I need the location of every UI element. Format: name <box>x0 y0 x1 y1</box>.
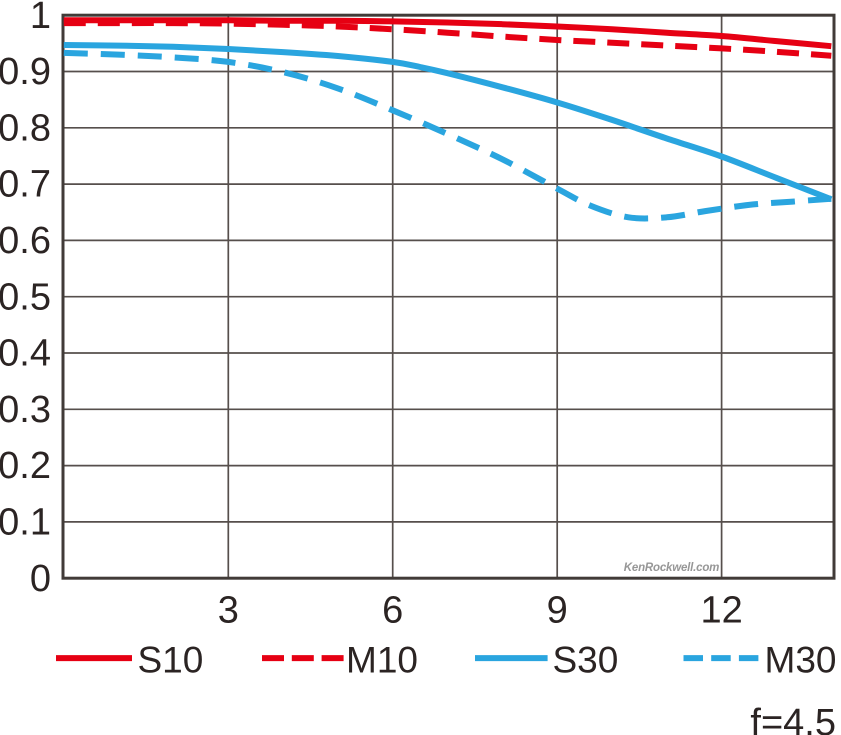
svg-text:M10: M10 <box>346 639 418 680</box>
svg-text:0.2: 0.2 <box>0 445 51 487</box>
svg-text:1: 1 <box>30 0 51 37</box>
svg-text:0: 0 <box>30 558 51 600</box>
svg-text:0.6: 0.6 <box>0 220 51 262</box>
svg-text:0.3: 0.3 <box>0 389 51 431</box>
svg-text:M30: M30 <box>765 639 837 680</box>
svg-text:f=4.5: f=4.5 <box>750 702 836 735</box>
svg-text:9: 9 <box>547 590 568 632</box>
svg-text:0.5: 0.5 <box>0 276 51 318</box>
svg-text:0.1: 0.1 <box>0 502 51 544</box>
svg-text:0.9: 0.9 <box>0 51 51 93</box>
svg-text:6: 6 <box>382 590 403 632</box>
svg-text:KenRockwell.com: KenRockwell.com <box>624 562 719 574</box>
svg-text:S30: S30 <box>553 639 619 680</box>
svg-text:0.7: 0.7 <box>0 164 51 206</box>
svg-text:0.8: 0.8 <box>0 107 51 149</box>
svg-text:3: 3 <box>218 590 239 632</box>
svg-text:S10: S10 <box>138 639 204 680</box>
svg-text:0.4: 0.4 <box>0 333 51 375</box>
svg-text:12: 12 <box>700 590 742 632</box>
